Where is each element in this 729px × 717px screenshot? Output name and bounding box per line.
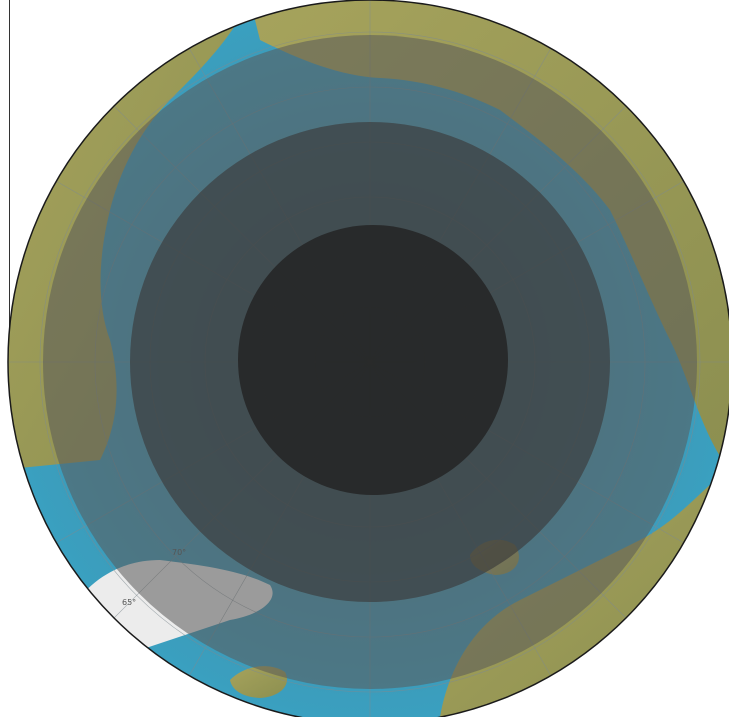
- left-edge-line: [9, 0, 10, 360]
- zone-inner: [238, 225, 508, 495]
- latitude-label-70: 70°: [172, 548, 186, 557]
- map-border: [7, 0, 729, 717]
- latitude-label-65: 65°: [122, 598, 136, 607]
- land-north-asia: [250, 0, 729, 470]
